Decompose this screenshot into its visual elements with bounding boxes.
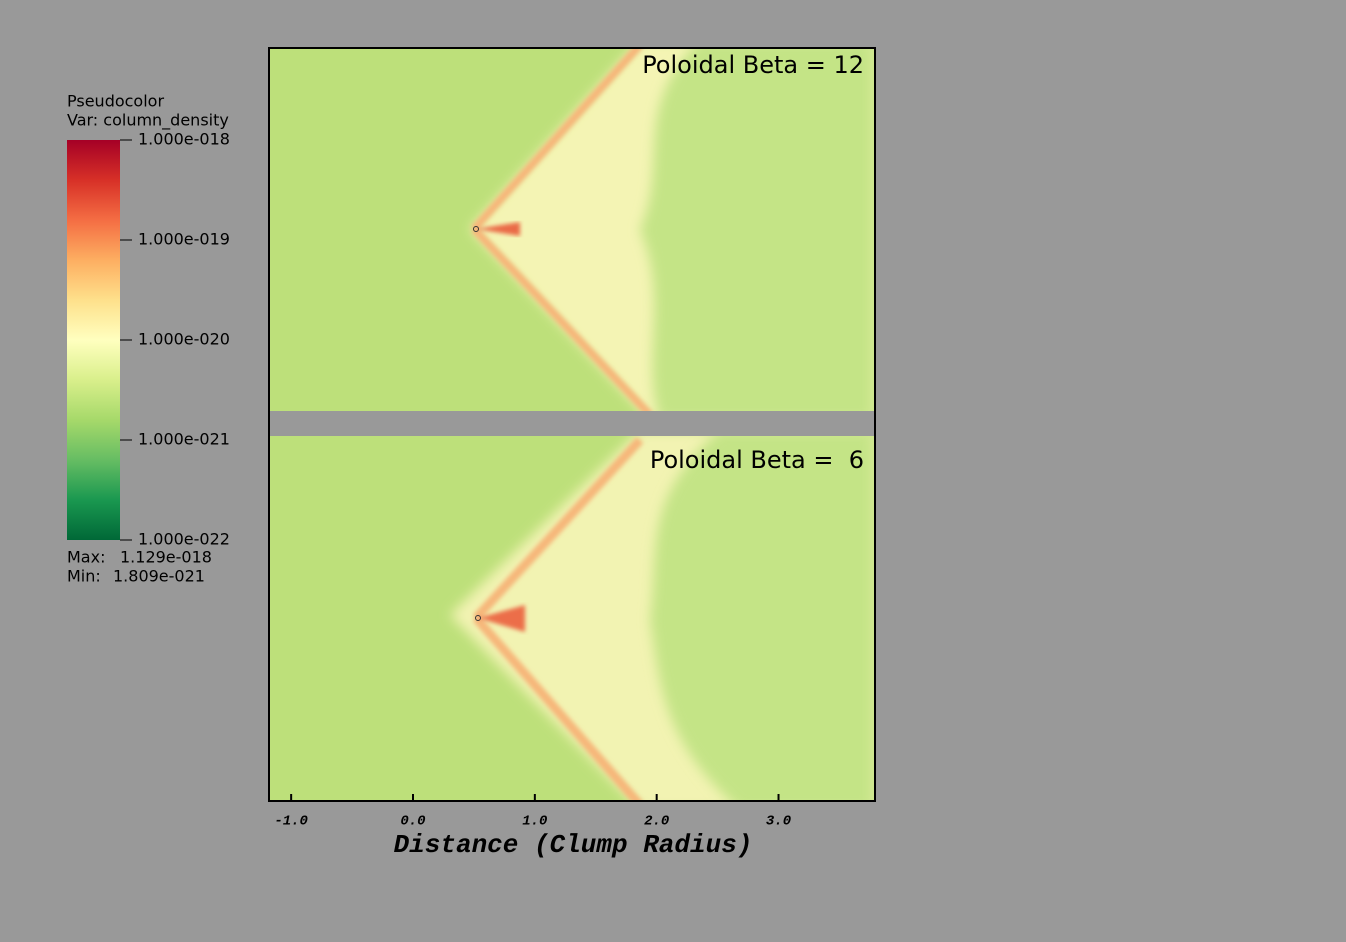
colorbar-tick-label: 1.000e-020 <box>138 330 230 349</box>
max-label: Max: <box>67 548 105 567</box>
x-tick-label: 3.0 <box>766 814 791 830</box>
colorbar-tick-label: 1.000e-022 <box>138 530 230 549</box>
min-value: 1.809e-021 <box>113 567 205 586</box>
colorbar-tick-label: 1.000e-019 <box>138 230 230 249</box>
colorbar-tick-label: 1.000e-018 <box>138 130 230 149</box>
x-axis-label: Distance (Clump Radius) <box>394 830 753 860</box>
x-tick-label: 0.0 <box>400 814 425 830</box>
x-tick-label: 2.0 <box>644 814 669 830</box>
field-panel-top <box>270 49 874 411</box>
panel-title: Poloidal Beta = 12 <box>642 51 864 79</box>
legend-title: Pseudocolor <box>67 92 164 111</box>
colorbar-tick-label: 1.000e-021 <box>138 430 230 449</box>
colorbar <box>67 140 120 540</box>
x-tick-label: 1.0 <box>522 814 547 830</box>
x-tick-label: -1.0 <box>274 814 308 830</box>
panel-title: Poloidal Beta = 6 <box>650 446 864 474</box>
field-panel-bottom <box>270 436 874 800</box>
max-value: 1.129e-018 <box>120 548 212 567</box>
panel-gap <box>270 411 874 436</box>
legend-variable: Var: column_density <box>67 111 229 131</box>
min-label: Min: <box>67 567 101 586</box>
